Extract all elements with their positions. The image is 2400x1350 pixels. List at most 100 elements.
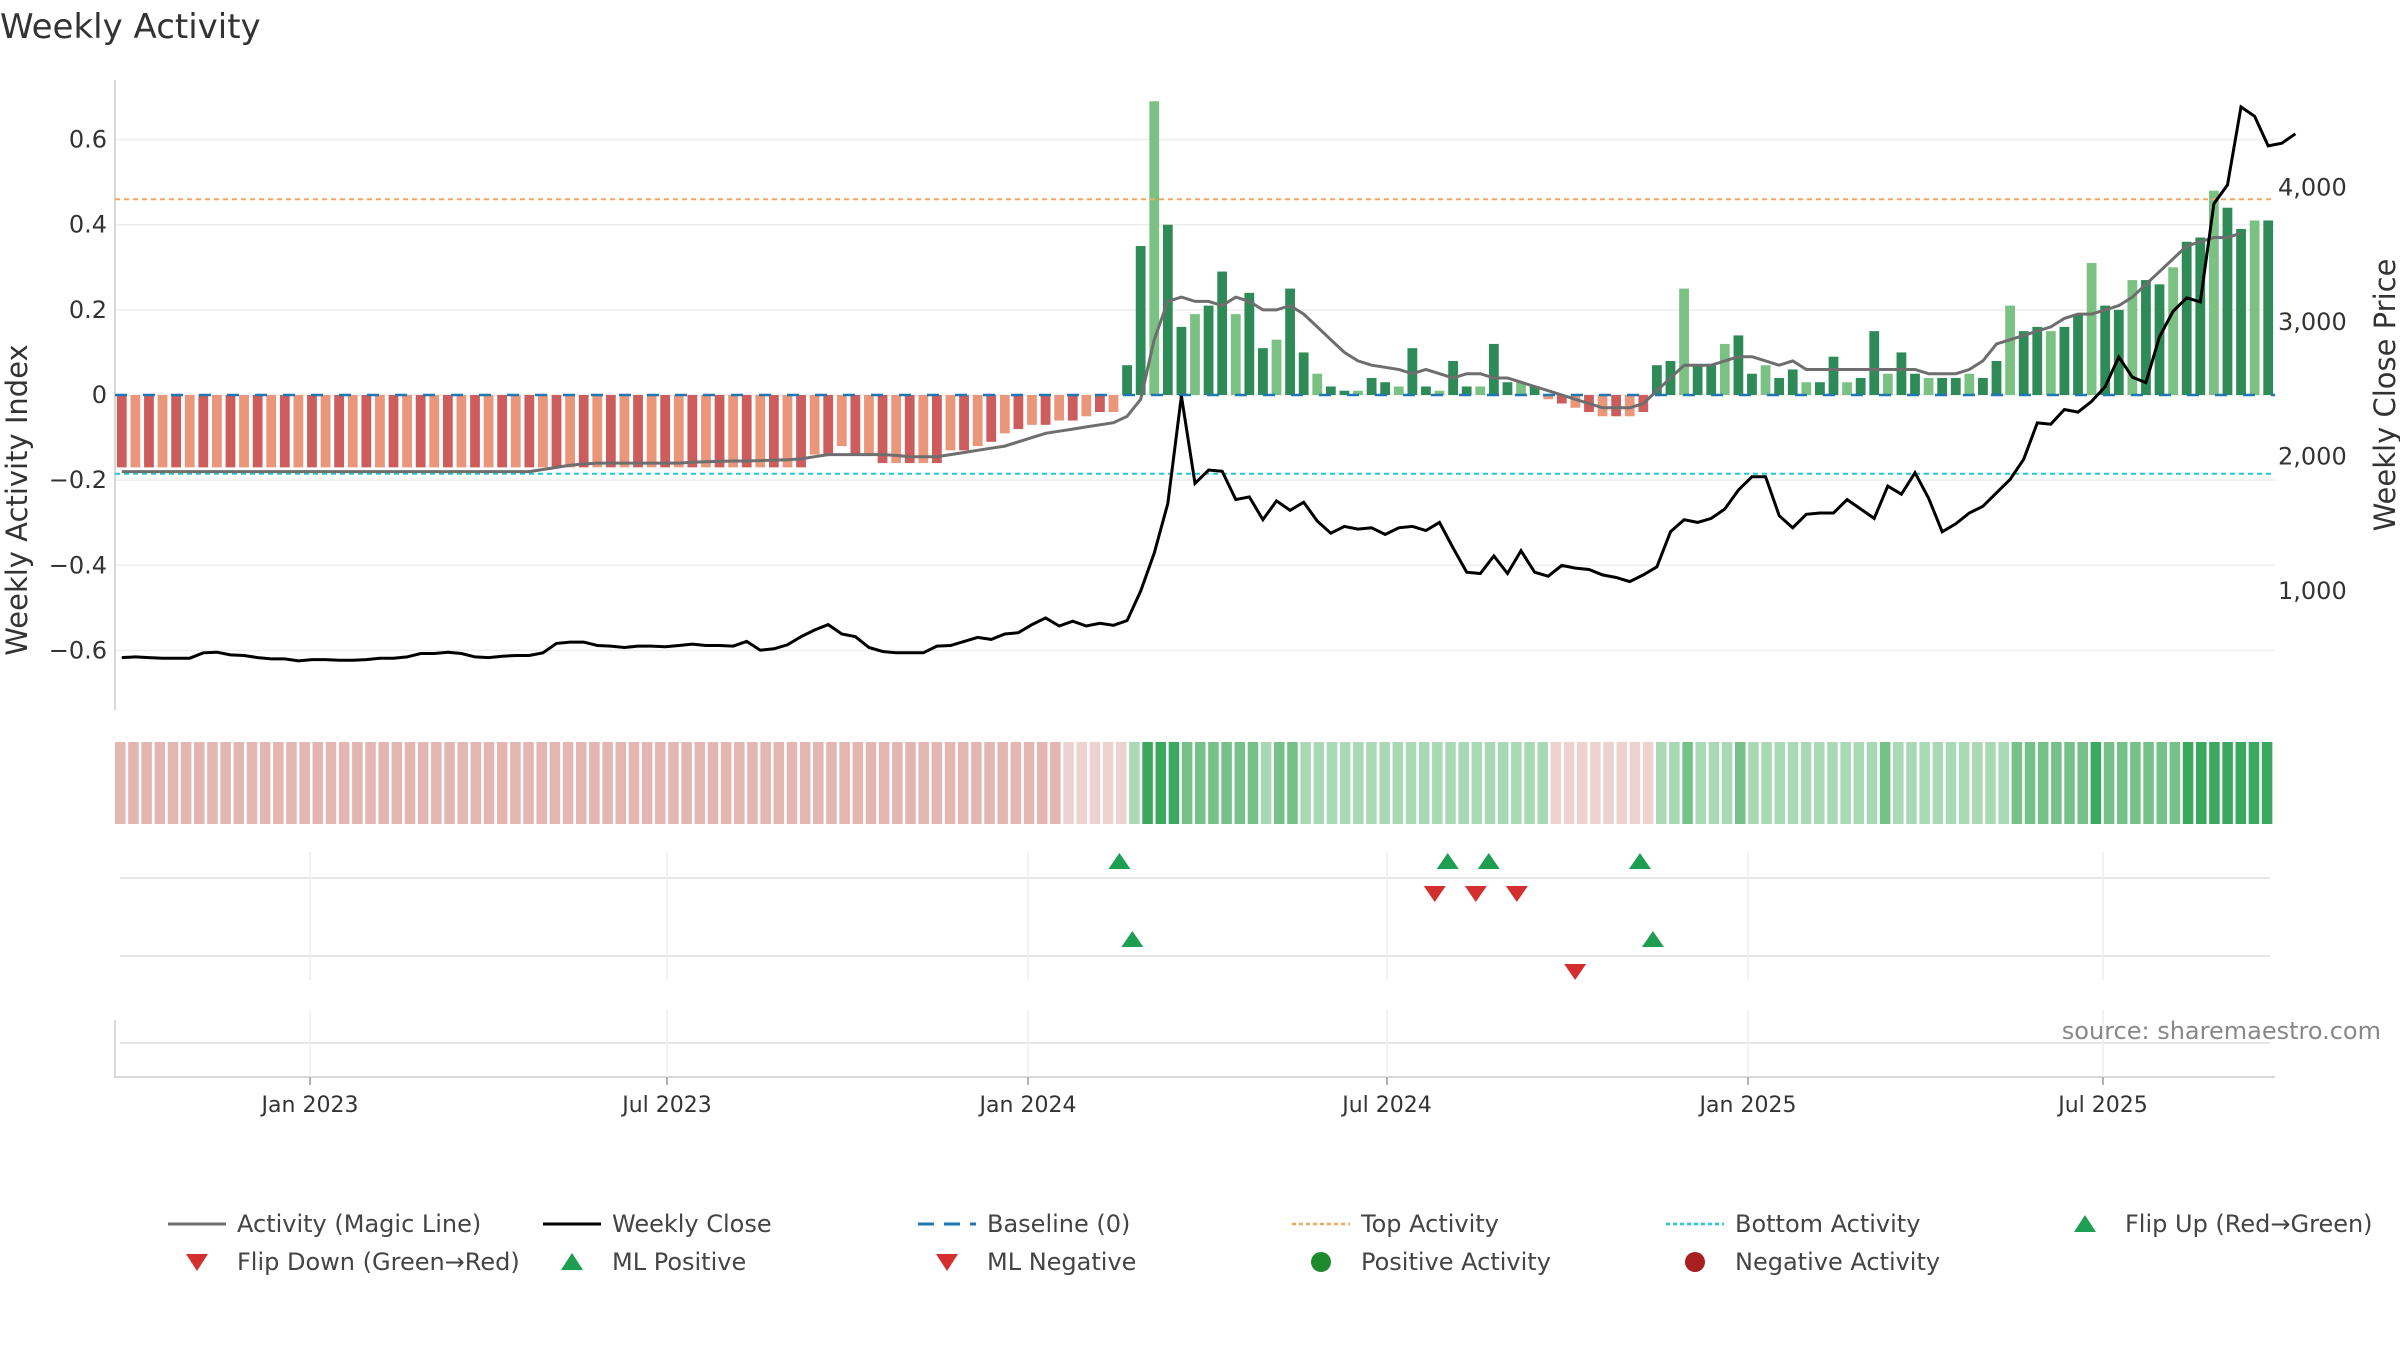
y-left-tick-label: −0.6 (49, 636, 107, 664)
activity-bars (116, 101, 2274, 468)
activity-bar (1733, 335, 1744, 395)
ml-state-cell (1998, 742, 2009, 824)
activity-bar (687, 395, 698, 468)
legend-item: Weekly Close (543, 1210, 772, 1238)
ml-state-cell (1827, 742, 1838, 824)
activity-bar (2263, 220, 2274, 395)
ml-state-cell (1708, 742, 1720, 824)
activity-bar (198, 395, 209, 468)
activity-bar (497, 395, 508, 468)
activity-bar (1461, 386, 1472, 395)
ml-state-cell (589, 742, 600, 824)
y-right-tick-label: 2,000 (2278, 443, 2347, 471)
activity-bar (1529, 386, 1540, 395)
ml-state-cell (207, 742, 218, 824)
activity-bar (1217, 271, 1228, 395)
ml-state-cell (1366, 742, 1377, 824)
ml-state-cell (655, 742, 666, 824)
activity-bar (375, 395, 385, 468)
ml-state-cell (615, 742, 627, 824)
activity-bar (619, 395, 630, 468)
ml-state-cell (2182, 742, 2194, 824)
ml-state-cell (1682, 742, 1693, 824)
ml-state-cell (1735, 742, 1746, 824)
ml-state-cell (1155, 742, 1167, 824)
activity-bar (945, 395, 956, 451)
ml-state-cell (1642, 742, 1654, 824)
ml-state-cell (259, 742, 271, 824)
ml-state-strip (115, 742, 2273, 824)
ml-state-cell (641, 742, 653, 824)
legend-circle-green-icon (1311, 1252, 1331, 1272)
ml-state-cell (2248, 742, 2260, 824)
ml-state-cell (2090, 742, 2102, 824)
ml-state-cell (523, 742, 534, 824)
ml-state-cell (1142, 742, 1153, 824)
activity-bar (782, 395, 793, 468)
ml-state-cell (1115, 742, 1127, 824)
ml-state-cell (2064, 742, 2075, 824)
activity-bar (1760, 365, 1771, 395)
ml-state-cell (483, 742, 495, 824)
ml-state-cell (734, 742, 745, 824)
activity-bar (755, 395, 766, 468)
activity-bar (211, 395, 222, 468)
ml-state-cell (1339, 742, 1351, 824)
ml-state-cell (2116, 742, 2128, 824)
legend-label: ML Positive (612, 1248, 746, 1276)
ml-state-cell (1379, 742, 1390, 824)
activity-bar (1570, 395, 1581, 408)
y-left-tick-label: 0 (92, 381, 107, 409)
ml-state-cell (1840, 742, 1851, 824)
activity-bar (592, 395, 603, 468)
activity-bar (714, 395, 725, 468)
signal-markers (120, 853, 2270, 1044)
ml-state-cell (944, 742, 956, 824)
ml-state-cell (510, 742, 521, 824)
activity-bar (2032, 326, 2043, 395)
ml-state-cell (905, 742, 916, 824)
activity-bar (1095, 395, 1105, 413)
activity-bar (2113, 309, 2124, 395)
ml-state-cell (997, 742, 1008, 824)
legend-label: Flip Down (Green→Red) (237, 1248, 520, 1276)
ml-state-cell (1102, 742, 1114, 824)
activity-bar (483, 395, 494, 468)
ml-state-cell (536, 742, 547, 824)
y-right-label: Weekly Close Price (2368, 259, 2400, 532)
ml-state-cell (1392, 742, 1404, 824)
activity-bar (225, 395, 236, 468)
activity-bar (1488, 343, 1499, 395)
activity-bar (1937, 377, 1948, 395)
y-left-label: Weekly Activity Index (0, 344, 34, 655)
activity-bar (266, 395, 277, 468)
ml-state-cell (602, 742, 613, 824)
ml-state-cell (1879, 742, 1891, 824)
source-label: source: sharemaestro.com (2062, 1017, 2381, 1045)
activity-bar (1611, 395, 1622, 417)
legend-label: Negative Activity (1735, 1248, 1940, 1276)
y-right-tick-label: 3,000 (2278, 308, 2347, 336)
activity-bar (972, 395, 983, 447)
activity-bar (388, 395, 399, 468)
activity-bar (741, 395, 752, 468)
activity-bar (1122, 365, 1132, 395)
ml-state-cell (246, 742, 258, 824)
ml-state-cell (167, 742, 179, 824)
y-left-tick-label: −0.2 (49, 466, 107, 494)
main-axes (114, 80, 2275, 1078)
activity-bar (1312, 373, 1323, 395)
ml-state-cell (2261, 742, 2273, 824)
ml-state-cell (1774, 742, 1786, 824)
activity-bar (1271, 339, 1282, 395)
activity-bar (1176, 326, 1187, 395)
x-tick-label: Jan 2025 (1698, 1093, 1797, 1118)
ml-state-cell (431, 742, 442, 824)
ml-state-cell (1208, 742, 1219, 824)
ml-state-cell (1853, 742, 1865, 824)
activity-bar (239, 395, 249, 468)
ml-state-cell (128, 742, 139, 824)
activity-bar (809, 395, 820, 455)
activity-bar (171, 395, 182, 468)
activity-bar (1258, 348, 1268, 395)
